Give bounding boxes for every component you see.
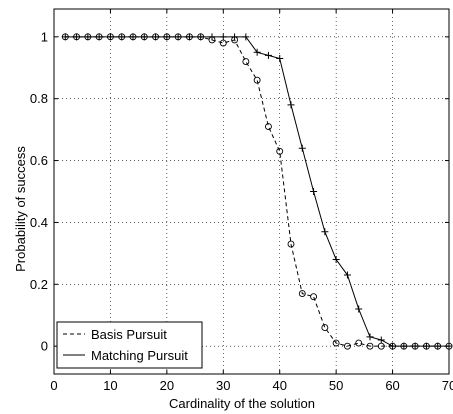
data-point-matching-pursuit <box>163 33 171 41</box>
legend: Basis Pursuit Matching Pursuit <box>56 321 203 369</box>
legend-box <box>56 321 203 369</box>
data-point-basis-pursuit <box>298 290 306 298</box>
data-point-matching-pursuit <box>174 33 182 41</box>
data-point-matching-pursuit <box>276 54 284 62</box>
data-point-matching-pursuit <box>73 33 81 41</box>
data-point-matching-pursuit <box>231 33 239 41</box>
data-point-matching-pursuit <box>118 33 126 41</box>
data-point-matching-pursuit <box>389 342 397 350</box>
data-point-matching-pursuit <box>253 48 261 56</box>
data-point-basis-pursuit <box>332 339 340 347</box>
x-tick-label: 40 <box>272 378 286 393</box>
data-point-matching-pursuit <box>343 271 351 279</box>
data-point-basis-pursuit <box>264 123 272 130</box>
data-point-matching-pursuit <box>264 51 272 59</box>
series-matching-pursuit <box>61 33 453 350</box>
data-point-matching-pursuit <box>129 33 137 41</box>
data-point-matching-pursuit <box>152 33 160 41</box>
data-point-basis-pursuit <box>242 58 250 66</box>
data-point-matching-pursuit <box>197 33 205 41</box>
data-point-matching-pursuit <box>95 33 103 41</box>
data-point-matching-pursuit <box>219 33 227 41</box>
data-point-basis-pursuit <box>321 324 329 332</box>
data-point-matching-pursuit <box>185 33 193 41</box>
y-tick-label: 0 <box>41 339 48 354</box>
data-point-matching-pursuit <box>242 33 250 41</box>
y-tick-label: 0.2 <box>30 277 48 292</box>
legend-label-matching-pursuit: Matching Pursuit <box>91 348 188 363</box>
data-point-basis-pursuit <box>276 147 284 155</box>
x-tick-label: 0 <box>50 378 57 393</box>
x-tick-label: 50 <box>329 378 343 393</box>
data-point-basis-pursuit <box>287 240 295 248</box>
data-point-basis-pursuit <box>253 76 261 84</box>
data-point-matching-pursuit <box>106 33 114 41</box>
x-tick-label: 10 <box>103 378 117 393</box>
data-point-matching-pursuit <box>208 33 216 41</box>
data-point-basis-pursuit <box>343 342 351 350</box>
axis-ticks: 0 10 20 30 40 50 60 70 0 0.2 0.4 0.6 0.8 1 <box>30 9 453 393</box>
y-tick-label: 0.4 <box>30 215 48 230</box>
x-axis-title: Cardinality of the solution <box>169 396 315 411</box>
data-point-matching-pursuit <box>84 33 92 41</box>
y-tick-label: 0.6 <box>30 153 48 168</box>
y-tick-label: 1 <box>41 29 48 44</box>
data-point-basis-pursuit <box>355 339 363 347</box>
data-point-matching-pursuit <box>332 256 340 264</box>
data-point-matching-pursuit <box>400 342 408 350</box>
grid-lines <box>53 9 450 374</box>
data-point-matching-pursuit <box>377 336 385 344</box>
data-point-matching-pursuit <box>61 33 69 41</box>
data-point-basis-pursuit <box>366 342 374 350</box>
data-point-matching-pursuit <box>287 101 295 109</box>
data-point-matching-pursuit <box>321 228 329 236</box>
x-tick-label: 60 <box>385 378 399 393</box>
plot-frame <box>53 8 450 375</box>
data-point-basis-pursuit <box>310 293 318 301</box>
data-point-matching-pursuit <box>310 188 318 195</box>
series-basis-pursuit <box>61 33 453 350</box>
data-point-matching-pursuit <box>140 33 148 41</box>
data-point-matching-pursuit <box>422 342 430 350</box>
legend-label-basis-pursuit: Basis Pursuit <box>91 327 167 342</box>
data-point-matching-pursuit <box>411 342 419 350</box>
x-tick-label: 70 <box>442 378 453 393</box>
y-axis-title: Probability of success <box>13 146 28 272</box>
data-point-matching-pursuit <box>434 342 442 350</box>
data-point-matching-pursuit <box>298 144 306 152</box>
series-layer <box>61 33 453 350</box>
data-point-matching-pursuit <box>366 333 374 341</box>
data-point-matching-pursuit <box>355 305 363 313</box>
x-tick-label: 20 <box>160 378 174 393</box>
x-tick-label: 30 <box>216 378 230 393</box>
y-tick-label: 0.8 <box>30 91 48 106</box>
